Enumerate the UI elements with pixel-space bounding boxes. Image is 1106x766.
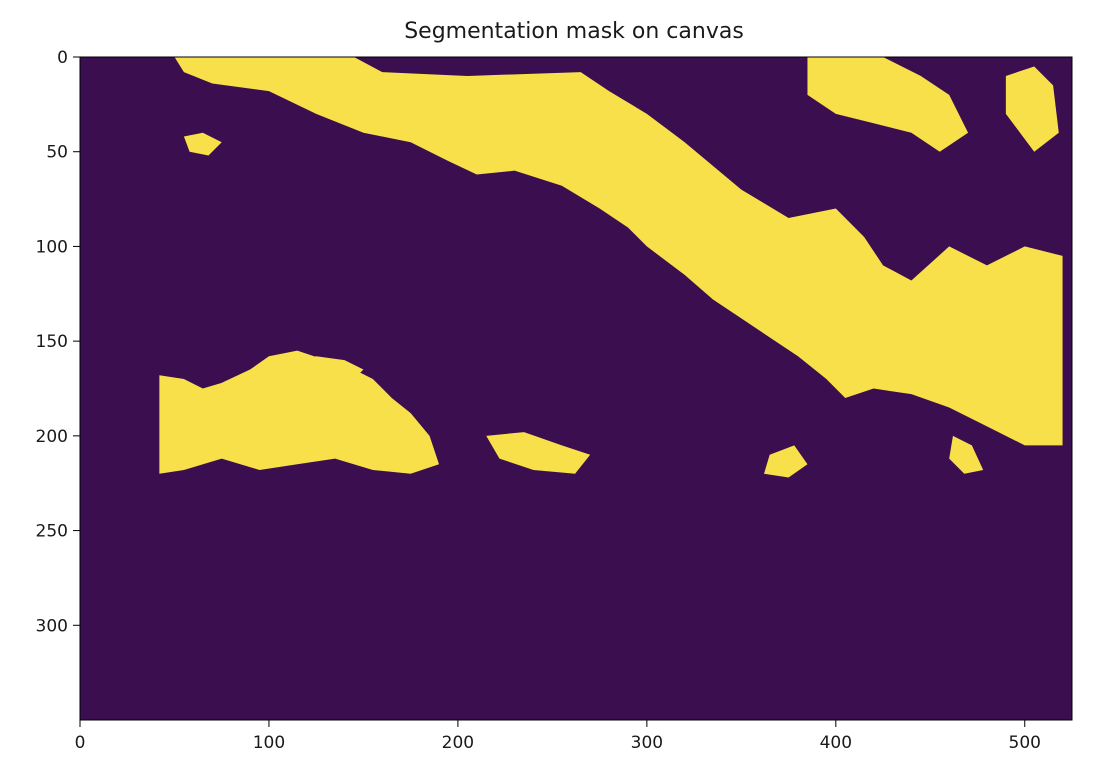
plot-frame (79, 56, 1073, 721)
mask-region-5 (284, 356, 364, 395)
y-tick-label: 50 (46, 143, 68, 163)
x-tick-label: 400 (820, 733, 852, 753)
chart-title: Segmentation mask on canvas (404, 19, 744, 44)
mask-region-6 (486, 432, 591, 474)
y-tick-label: 100 (36, 237, 68, 257)
mask-region-8 (949, 435, 984, 474)
y-tick-label: 150 (36, 332, 68, 352)
x-tick-label: 500 (1009, 733, 1041, 753)
x-axis: 0 100 200 300 400 500 (75, 720, 1041, 753)
mask-region-3 (1005, 66, 1059, 152)
mask-region-9 (183, 132, 222, 156)
mask-region-7 (764, 445, 808, 478)
plot-area (79, 56, 1073, 721)
x-tick-label: 200 (442, 733, 474, 753)
y-tick-label: 250 (36, 522, 68, 542)
y-tick-label: 200 (36, 427, 68, 447)
x-tick-label: 300 (631, 733, 663, 753)
mask-region-1 (174, 57, 1063, 446)
y-tick-label: 0 (57, 48, 68, 68)
mask-region-4 (159, 350, 440, 474)
y-tick-label: 300 (36, 616, 68, 636)
mask-region-2 (807, 57, 969, 152)
x-tick-label: 0 (75, 733, 86, 753)
x-tick-label: 100 (253, 733, 285, 753)
y-axis: 0 50 100 150 200 250 300 (36, 48, 80, 636)
